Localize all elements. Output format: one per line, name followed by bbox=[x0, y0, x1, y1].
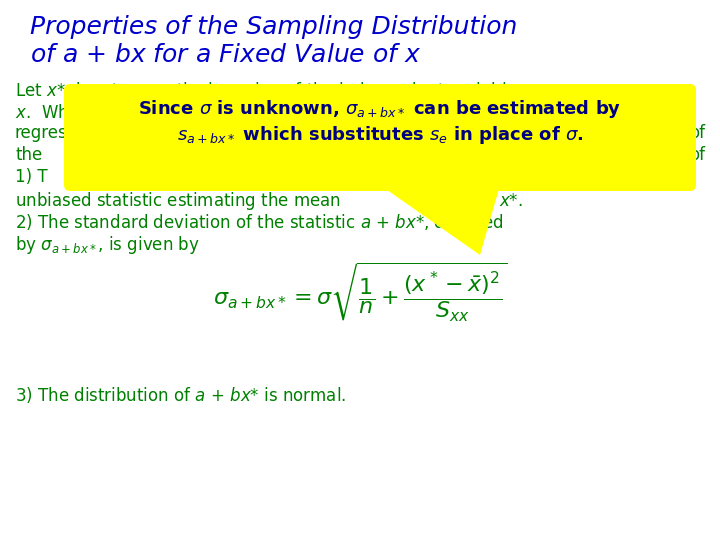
Text: 3) The distribution of $a$ + $bx$* is normal.: 3) The distribution of $a$ + $bx$* is no… bbox=[15, 385, 346, 405]
Polygon shape bbox=[380, 185, 500, 255]
Text: $\sigma_{a+bx*} = \sigma\sqrt{\dfrac{1}{n} + \dfrac{(x^* - \bar{x})^2}{S_{xx}}}$: $\sigma_{a+bx*} = \sigma\sqrt{\dfrac{1}{… bbox=[212, 260, 508, 324]
Text: regres\u00adsion: regres\u00adsion bbox=[15, 124, 160, 142]
Text: $s_{a+bx*}$ which substitutes $s_e$ in place of $\sigma$.: $s_{a+bx*}$ which substitutes $s_e$ in p… bbox=[176, 124, 583, 146]
Text: of: of bbox=[689, 124, 705, 142]
Text: $x$.  When the four basic assumptions of the simple linear: $x$. When the four basic assumptions of … bbox=[15, 102, 487, 124]
Text: unbiased statistic estimating the mean              when $x$ = $x$*.: unbiased statistic estimating the mean w… bbox=[15, 190, 523, 212]
Text: Since $\sigma$ is unknown, $\sigma_{a+bx*}$ can be estimated by: Since $\sigma$ is unknown, $\sigma_{a+bx… bbox=[138, 98, 621, 120]
Text: Let $x$* denote a particular value of the independent variable: Let $x$* denote a particular value of th… bbox=[15, 80, 517, 102]
Text: 1) T: 1) T bbox=[15, 168, 48, 186]
Text: of $a$ + $bx$ for a Fixed Value of $x$: of $a$ + $bx$ for a Fixed Value of $x$ bbox=[30, 43, 421, 67]
FancyBboxPatch shape bbox=[64, 84, 696, 191]
Text: the: the bbox=[15, 146, 42, 164]
Text: 2) The standard deviation of the statistic $a$ + $bx$*, denoted: 2) The standard deviation of the statist… bbox=[15, 212, 503, 232]
Text: Properties of the Sampling Distribution: Properties of the Sampling Distribution bbox=[30, 15, 518, 39]
Text: of: of bbox=[689, 146, 705, 164]
Text: by $\sigma_{a+bx*}$, is given by: by $\sigma_{a+bx*}$, is given by bbox=[15, 234, 200, 256]
